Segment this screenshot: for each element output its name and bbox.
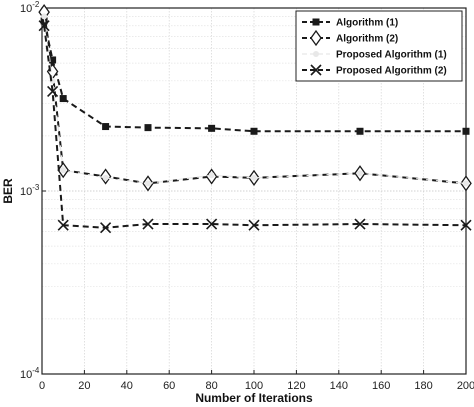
data-point-x [57,219,69,231]
data-point-x [38,20,50,32]
legend-label: Proposed Algorithm (2) [336,66,447,77]
legend-label: Proposed Algorithm (1) [336,50,447,61]
data-point-square [356,127,364,135]
data-point-circle [41,13,48,20]
legend-entry: Proposed Algorithm (1) [302,50,447,61]
x-tick-label: 40 [121,380,133,392]
legend-marker-circle [313,51,319,57]
x-tick-label: 100 [245,380,263,392]
data-point-square [462,127,470,135]
y-tick-label: 10-4 [20,366,40,381]
data-point-x [248,219,260,231]
data-point-square [144,124,152,132]
y-tick-label: 10-3 [20,183,40,198]
data-point-circle [60,167,67,174]
y-axis-label: BER [1,178,15,204]
data-point-x [142,218,154,230]
x-tick-label: 80 [205,380,217,392]
legend: Algorithm (1) Algorithm (2) Proposed Algor… [295,10,463,82]
data-point-square [102,123,110,131]
data-point-circle [208,172,215,179]
data-point-x [47,85,59,98]
data-point-square [59,95,67,103]
data-point-square [49,56,57,64]
legend-label: Algorithm (1) [336,18,398,29]
x-tick-label: 140 [330,380,348,392]
legend-entry: Algorithm (2) [302,29,398,47]
data-point-x [354,218,366,230]
data-point-x [206,218,218,230]
x-tick-label: 160 [372,380,390,392]
data-point-circle [145,180,151,187]
x-tick-label: 20 [78,380,90,392]
legend-marker-square [312,18,320,26]
data-point-x [100,222,112,234]
legend-marker-x [310,64,322,76]
data-point-circle [357,170,363,177]
axes-layer: 0 20 40 60 80 100 120 140 160 180 200 10-2 10-3 10-4 [20,0,474,392]
x-tick-label: 0 [39,380,45,392]
series-4 [38,20,472,234]
x-tick-label: 200 [457,380,474,392]
x-tick-label: 60 [163,380,175,392]
y-tick-label: 10-2 [20,0,40,15]
legend-box [295,10,463,82]
legend-entry: Proposed Algorithm (2) [302,64,447,77]
x-tick-label: 120 [287,380,305,392]
x-axis-label: Number of Iterations [195,391,313,405]
legend-marker-diamond [310,29,322,47]
legend-label: Algorithm (2) [336,34,398,45]
data-point-circle [251,174,257,181]
data-point-square [208,124,216,132]
data-point-x [460,219,472,231]
data-point-circle [102,174,109,181]
legend-entry: Algorithm (1) [302,18,398,29]
data-point-square [250,127,258,135]
series-layer [38,3,472,234]
data-point-circle [463,180,469,187]
series-3 [41,13,469,187]
x-tick-label: 180 [414,380,432,392]
